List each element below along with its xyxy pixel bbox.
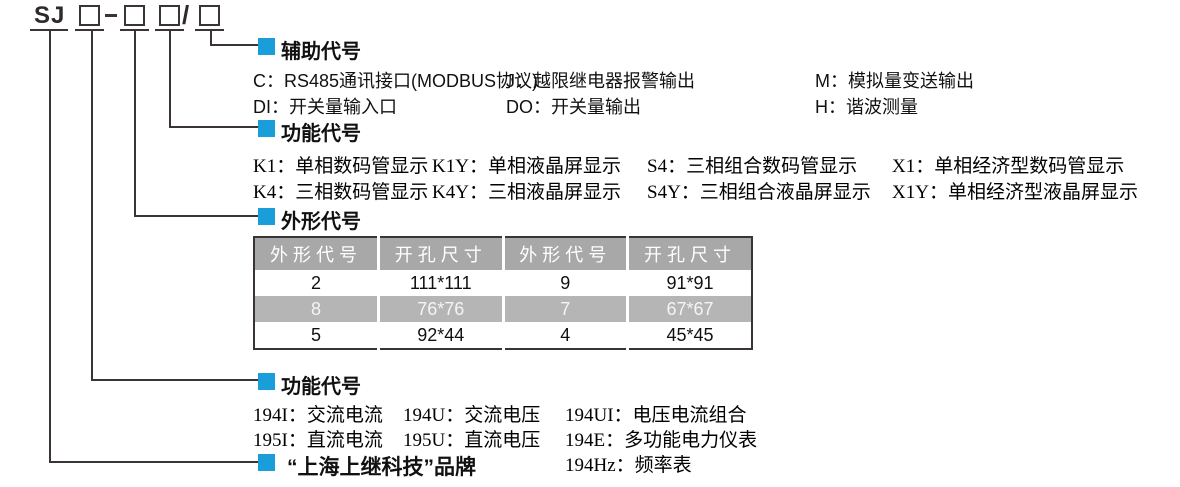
model-box-1 [79, 5, 100, 26]
model-box-3 [159, 5, 180, 26]
display-item-x1: X1：单相经济型数码管显示 [892, 156, 1125, 177]
table-cell: 8 [254, 296, 379, 322]
blue-square-icon [258, 454, 275, 471]
section-title-display: 功能代号 [281, 123, 361, 145]
display-item-k4y: K4Y：三相液晶屏显示 [432, 182, 621, 203]
table-cell: 67*67 [626, 296, 752, 322]
table-cell: 4 [501, 322, 628, 349]
table-cell: 92*44 [377, 322, 503, 349]
aux-item-do: DO：开关量输出 [506, 97, 641, 117]
section-title-auxiliary: 辅助代号 [281, 41, 361, 63]
connector-vertical-display [169, 31, 171, 128]
function-item-194u: 194U：交流电压 [403, 405, 541, 426]
display-item-k4: K4：三相数码管显示 [253, 182, 429, 203]
function-item-195i: 195I：直流电流 [253, 430, 383, 451]
aux-item-di: DI：开关量输入口 [253, 97, 397, 117]
model-box-4 [199, 5, 220, 26]
function-item-194e: 194E：多功能电力仪表 [565, 430, 758, 451]
underline-prefix [30, 29, 68, 31]
function-item-195u: 195U：直流电压 [403, 430, 541, 451]
table-cell: 5 [254, 322, 379, 349]
table-cell: 2 [254, 270, 379, 296]
blue-square-icon [258, 120, 275, 137]
display-item-s4: S4：三相组合数码管显示 [647, 156, 858, 177]
model-prefix: SJ [34, 2, 66, 29]
table-header-row: 外形代号 开孔尺寸 外形代号 开孔尺寸 [254, 237, 752, 270]
connector-horizontal-function [91, 379, 258, 381]
connector-vertical-function [91, 31, 93, 381]
brand-label: “上海上继科技”品牌 [287, 456, 476, 479]
section-title-function: 功能代号 [281, 376, 361, 398]
display-item-x1y: X1Y：单相经济型液晶屏显示 [892, 182, 1138, 203]
table-cell: 76*76 [377, 296, 503, 322]
connector-vertical-shape [134, 31, 136, 217]
connector-horizontal-auxiliary [210, 44, 258, 46]
table-cell: 91*91 [626, 270, 752, 296]
display-item-s4y: S4Y：三相组合液晶屏显示 [647, 182, 871, 203]
model-dash [105, 14, 117, 17]
table-header-cell: 开孔尺寸 [626, 237, 752, 270]
table-row: 8 76*76 7 67*67 [254, 296, 752, 322]
aux-item-m: M：模拟量变送输出 [815, 71, 974, 91]
blue-square-icon [258, 373, 275, 390]
underline-box-2 [120, 29, 149, 31]
section-title-shape: 外形代号 [281, 211, 361, 233]
table-cell: 111*111 [377, 270, 503, 296]
model-slash: / [182, 0, 190, 30]
table-cell: 7 [501, 296, 628, 322]
table-row: 5 92*44 4 45*45 [254, 322, 752, 349]
underline-box-1 [75, 29, 104, 31]
underline-box-3 [155, 29, 184, 31]
connector-horizontal-shape [134, 215, 258, 217]
display-item-k1: K1：单相数码管显示 [253, 156, 429, 177]
function-item-194i: 194I：交流电流 [253, 405, 383, 426]
blue-square-icon [258, 208, 275, 225]
display-item-k1y: K1Y：单相液晶屏显示 [432, 156, 621, 177]
shape-code-table: 外形代号 开孔尺寸 外形代号 开孔尺寸 2 111*111 9 91*91 8 … [253, 236, 753, 350]
model-box-2 [124, 5, 145, 26]
blue-square-icon [258, 38, 275, 55]
aux-item-h: H：谐波测量 [815, 97, 918, 117]
table-header-cell: 开孔尺寸 [377, 237, 503, 270]
table-header-cell: 外形代号 [501, 237, 628, 270]
connector-vertical-brand [49, 31, 51, 463]
aux-item-c: C：RS485通讯接口(MODBUS协议) [253, 71, 539, 91]
table-cell: 45*45 [626, 322, 752, 349]
aux-item-j: J：越限继电器报警输出 [506, 71, 695, 91]
connector-vertical-auxiliary [210, 31, 212, 46]
table-header-cell: 外形代号 [254, 237, 379, 270]
table-row: 2 111*111 9 91*91 [254, 270, 752, 296]
underline-box-4 [195, 29, 224, 31]
function-item-194ui: 194UI：电压电流组合 [565, 405, 747, 426]
connector-horizontal-brand [49, 461, 258, 463]
connector-horizontal-display [169, 126, 258, 128]
function-item-194hz: 194Hz：频率表 [565, 455, 692, 476]
table-cell: 9 [501, 270, 628, 296]
